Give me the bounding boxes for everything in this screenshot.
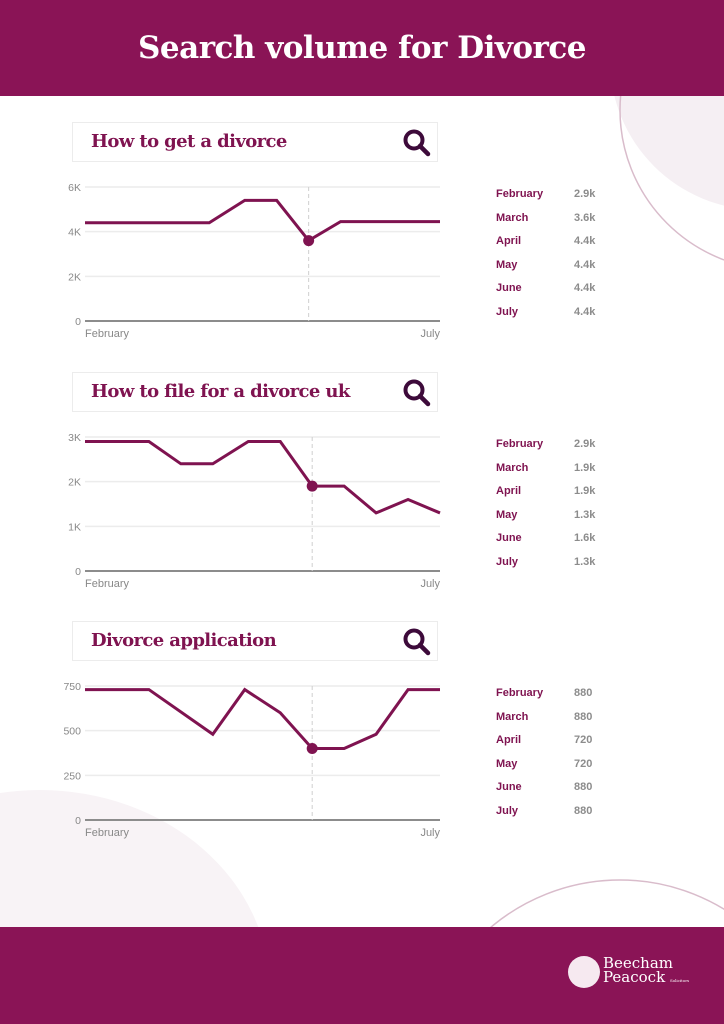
table-row: May 4.4k [496,259,626,283]
volume-value: 1.3k [574,508,596,521]
beecham-peacock-logo: Beecham Peacock Solicitors [568,956,689,988]
svg-text:2K: 2K [68,477,81,489]
page-title: Search volume for Divorce [138,30,586,66]
monthly-volume-table: February 2.9k March 1.9k April 1.9k May 1.3k Jun… [496,438,626,579]
svg-text:500: 500 [63,726,81,738]
search-query-text: How to get a divorce [91,131,287,152]
month-label: May [496,757,518,770]
month-label: May [496,258,518,271]
svg-text:February: February [85,328,130,340]
logo-small: Solicitors [669,978,690,983]
svg-text:February: February [85,578,130,590]
month-label: July [496,555,519,568]
table-row: February 880 [496,687,626,711]
volume-value: 880 [574,710,593,723]
svg-text:2K: 2K [68,271,81,283]
table-row: April 4.4k [496,235,626,259]
table-row: June 1.6k [496,532,626,556]
month-label: March [496,710,529,723]
search-query-box: How to get a divorce [72,122,438,162]
month-label: February [496,438,544,450]
search-query-text: Divorce application [91,630,277,651]
month-label: March [496,461,529,474]
volume-value: 880 [574,687,593,699]
table-row: March 1.9k [496,462,626,486]
svg-text:July: July [420,827,440,839]
svg-text:0: 0 [75,815,81,827]
monthly-volume-table: February 880 March 880 April 720 May 720 June 880… [496,687,626,828]
table-row: July 880 [496,805,626,829]
line-chart: 0 1K 2K 3K February July [55,428,450,593]
search-query-box: How to file for a divorce uk [72,372,438,412]
volume-value: 1.9k [574,461,596,474]
logo-line2: Peacock [603,968,666,986]
search-icon [403,628,431,656]
table-row: June 880 [496,781,626,805]
month-label: June [496,532,522,544]
logo-line1: Beecham [603,954,674,972]
svg-text:750: 750 [63,681,81,693]
table-row: May 720 [496,758,626,782]
svg-text:0: 0 [75,566,81,578]
svg-text:250: 250 [63,770,81,782]
table-row: July 4.4k [496,306,626,330]
volume-value: 2.9k [574,438,596,450]
volume-value: 1.9k [574,485,596,497]
volume-value: 720 [574,757,593,770]
svg-text:4K: 4K [68,227,81,239]
line-chart: 0 2K 4K 6K February July [55,178,450,343]
line-chart: 0 250 500 750 February July [55,677,450,842]
table-row: April 720 [496,734,626,758]
table-row: March 3.6k [496,212,626,236]
table-row: May 1.3k [496,509,626,533]
search-icon [403,379,431,407]
month-label: March [496,211,529,224]
search-icon [403,129,431,157]
month-label: February [496,188,544,200]
month-label: April [496,734,522,746]
svg-text:6K: 6K [68,182,81,194]
table-row: February 2.9k [496,188,626,212]
month-label: June [496,282,522,294]
table-row: March 880 [496,711,626,735]
volume-value: 880 [574,804,593,817]
search-query-box: Divorce application [72,621,438,661]
month-label: June [496,781,522,793]
svg-text:3K: 3K [68,432,81,444]
month-label: April [496,235,522,247]
table-row: February 2.9k [496,438,626,462]
monthly-volume-table: February 2.9k March 3.6k April 4.4k May 4.4k Jun… [496,188,626,329]
svg-text:0: 0 [75,316,81,328]
month-label: April [496,485,522,497]
logo-emblem-icon [568,956,600,988]
volume-value: 1.6k [574,532,596,544]
volume-value: 4.4k [574,282,596,294]
page-header: Search volume for Divorce [0,0,724,96]
table-row: April 1.9k [496,485,626,509]
volume-value: 3.6k [574,211,596,224]
svg-text:July: July [420,328,440,340]
svg-text:1K: 1K [68,521,81,533]
table-row: June 4.4k [496,282,626,306]
svg-text:July: July [420,578,440,590]
search-query-text: How to file for a divorce uk [91,381,350,402]
month-label: July [496,305,519,318]
volume-value: 4.4k [574,258,596,271]
svg-text:February: February [85,827,130,839]
month-label: May [496,508,518,521]
month-label: July [496,804,519,817]
page-footer [0,927,724,1024]
volume-value: 4.4k [574,235,596,247]
volume-value: 2.9k [574,188,596,200]
volume-value: 4.4k [574,305,596,318]
volume-value: 1.3k [574,555,596,568]
volume-value: 720 [574,734,593,746]
month-label: February [496,687,544,699]
volume-value: 880 [574,781,593,793]
table-row: July 1.3k [496,556,626,580]
